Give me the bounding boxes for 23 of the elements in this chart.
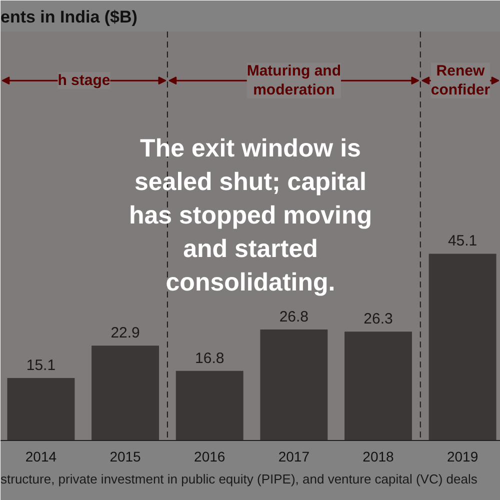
bar bbox=[92, 346, 160, 440]
x-tick-label: 2014 bbox=[25, 448, 57, 464]
x-tick-label: 2015 bbox=[110, 448, 142, 464]
band-label: h stage bbox=[58, 72, 110, 90]
chart-title: ents in India ($B) bbox=[0, 8, 138, 26]
x-tick-label: 2017 bbox=[278, 448, 310, 464]
band-label: Renew confider bbox=[430, 62, 490, 98]
text: structure, private investment in public equity (PIPE), and venture capital (VC) deals bbox=[0, 472, 478, 486]
band-label: Maturing and moderation bbox=[246, 62, 342, 98]
x-tick-label: 2018 bbox=[362, 448, 394, 464]
x-tick-label: 2016 bbox=[194, 448, 226, 464]
annotation: The exit window is sealed shut; capital has stopped moving and started consolidating. bbox=[128, 134, 372, 297]
bar bbox=[344, 332, 412, 440]
bar bbox=[260, 330, 328, 440]
data-label: 45.1 bbox=[448, 232, 478, 250]
data-label: 26.3 bbox=[364, 310, 393, 328]
bar bbox=[7, 378, 75, 440]
data-label: 16.8 bbox=[195, 350, 224, 367]
data-label: 15.1 bbox=[26, 356, 56, 374]
x-tick-label: 2019 bbox=[446, 448, 478, 464]
data-label: 22.9 bbox=[110, 324, 140, 342]
data-label: 26.8 bbox=[279, 308, 309, 326]
bar bbox=[176, 370, 244, 440]
